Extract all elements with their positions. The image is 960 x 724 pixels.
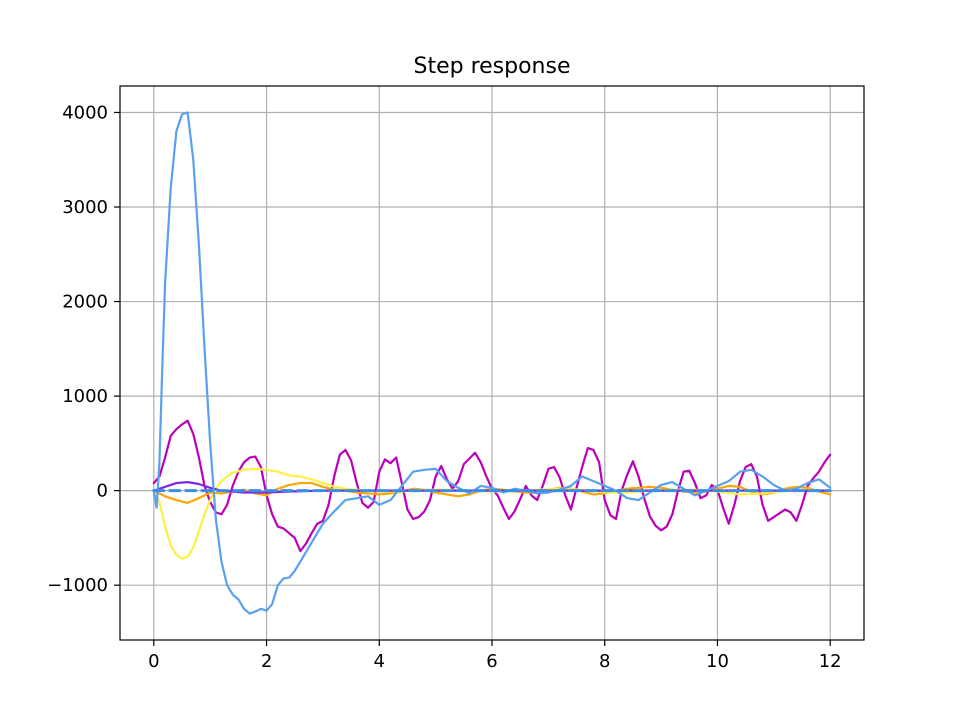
x-tick-label: 12 (819, 651, 842, 672)
y-tick-label: 4000 (62, 102, 108, 123)
y-tick-label: 1000 (62, 386, 108, 407)
y-tick-label: 2000 (62, 292, 108, 313)
x-tick-label: 8 (599, 651, 610, 672)
x-tick-label: 4 (374, 651, 385, 672)
grid (120, 86, 864, 640)
chart-title: Step response (413, 54, 570, 79)
x-tick-label: 2 (261, 651, 272, 672)
x-tick-label: 6 (486, 651, 497, 672)
ticks: 0 2 4 6 8 10 12 −1000 0 1000 2000 3000 4000 (47, 102, 842, 672)
y-tick-label: 3000 (62, 197, 108, 218)
x-tick-label: 10 (706, 651, 729, 672)
x-tick-label: 0 (148, 651, 159, 672)
y-tick-label: −1000 (47, 575, 108, 596)
y-tick-label: 0 (97, 481, 108, 502)
series-layer (152, 111, 832, 615)
